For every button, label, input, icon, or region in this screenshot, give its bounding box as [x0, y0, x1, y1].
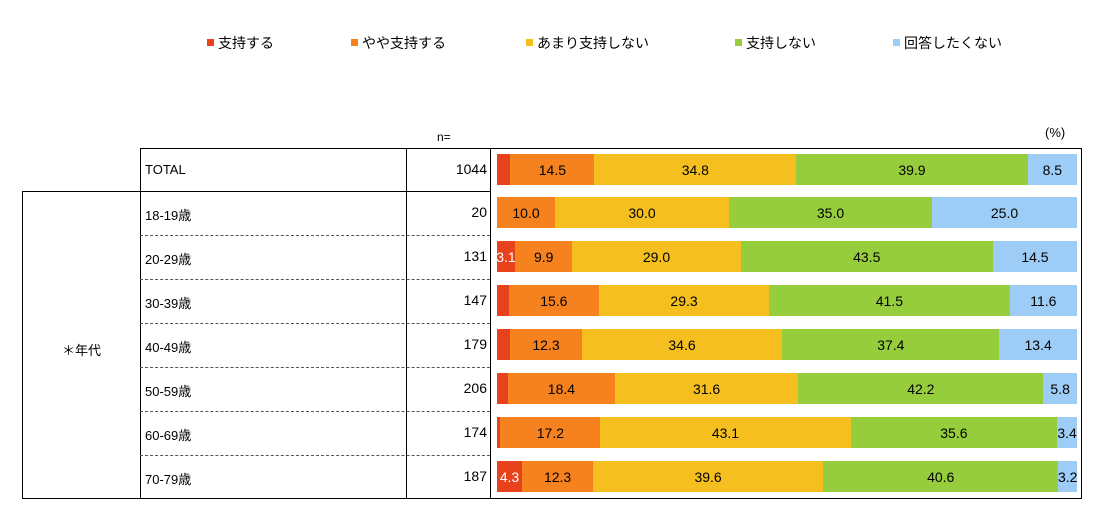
bar-segment: 34.6 — [581, 329, 783, 360]
row-label: 18-19歳 — [145, 208, 192, 223]
bar-segment: 10.0 — [497, 197, 555, 228]
table-border-total-bottom — [22, 191, 490, 192]
table-border-bar-left — [490, 148, 491, 499]
bar-segment: 14.5 — [992, 241, 1077, 272]
n-value: 179 — [463, 336, 487, 352]
legend-swatch — [735, 39, 742, 46]
legend-item: 支持しない — [735, 34, 816, 52]
legend-label: 支持しない — [746, 35, 816, 51]
bar-segment: 29.0 — [572, 241, 741, 272]
bar-segment: 14.5 — [510, 154, 595, 185]
n-header: n= — [437, 130, 451, 144]
bar-segment: 40.6 — [822, 461, 1059, 492]
n-value: 206 — [463, 380, 487, 396]
bar-segment — [497, 373, 509, 404]
bar-segment: 17.2 — [500, 417, 601, 448]
row-label: 30-39歳 — [145, 296, 192, 311]
legend-item: 回答したくない — [893, 34, 1002, 52]
row-divider — [140, 411, 490, 412]
table-border-top — [140, 148, 490, 149]
legend-swatch — [207, 39, 214, 46]
row-label: 50-59歳 — [145, 384, 192, 399]
bar-segment: 4.3 — [497, 461, 522, 492]
bar-segment: 3.2 — [1058, 461, 1077, 492]
bar-segment: 18.4 — [508, 373, 615, 404]
row-divider — [140, 279, 490, 280]
legend-label: 回答したくない — [904, 35, 1002, 51]
bar-segment — [497, 154, 511, 185]
bar-segment: 43.5 — [740, 241, 993, 272]
bar-segment: 12.3 — [510, 329, 582, 360]
bar-segment — [497, 329, 511, 360]
bar-segment: 11.6 — [1009, 285, 1077, 316]
legend-swatch — [526, 39, 533, 46]
bar-segment: 12.3 — [521, 461, 594, 492]
bar-segment: 9.9 — [514, 241, 573, 272]
n-value: 1044 — [455, 161, 487, 177]
legend-label: 支持する — [218, 35, 274, 51]
table-border-left-group — [22, 191, 23, 499]
bar-segment: 39.6 — [593, 461, 823, 492]
plot-border-bottom — [490, 498, 1082, 499]
bar-segment: 35.0 — [729, 197, 932, 228]
table-border-bottom — [22, 498, 490, 499]
bar-segment: 41.5 — [769, 285, 1010, 316]
row-label: 60-69歳 — [145, 428, 192, 443]
bar-segment: 34.8 — [594, 154, 797, 185]
chart-legend: 支持する やや支持する あまり支持しない 支持しない 回答したくない — [0, 34, 1112, 54]
bar-segment: 13.4 — [999, 329, 1077, 360]
row-label: TOTAL — [145, 162, 186, 177]
bar-segment: 5.8 — [1043, 373, 1077, 404]
n-value: 131 — [463, 248, 487, 264]
bar-segment: 30.0 — [555, 197, 729, 228]
bar-segment: 29.3 — [599, 285, 770, 316]
bar-segment: 43.1 — [600, 417, 851, 448]
bar-segment: 3.4 — [1057, 417, 1077, 448]
bar-segment: 8.5 — [1027, 154, 1077, 185]
plot-border-right — [1081, 148, 1082, 499]
bar-segment: 37.4 — [782, 329, 1000, 360]
bar-segment: 15.6 — [508, 285, 600, 316]
legend-label: あまり支持しない — [537, 35, 649, 51]
legend-label: やや支持する — [362, 35, 446, 51]
legend-swatch — [351, 39, 358, 46]
bar-segment — [497, 417, 501, 448]
plot-border-top — [490, 148, 1082, 149]
bar-segment: 39.9 — [796, 154, 1028, 185]
legend-item: あまり支持しない — [526, 34, 649, 52]
row-label: 20-29歳 — [145, 252, 192, 267]
row-label: 40-49歳 — [145, 340, 192, 355]
row-divider — [140, 455, 490, 456]
row-divider — [140, 367, 490, 368]
unit-label: (%) — [1045, 125, 1066, 140]
bar-segment — [497, 285, 509, 316]
bar-segment: 25.0 — [932, 197, 1077, 228]
legend-item: やや支持する — [351, 34, 446, 52]
row-divider — [140, 323, 490, 324]
n-value: 187 — [463, 468, 487, 484]
bar-segment: 42.2 — [798, 373, 1044, 404]
n-value: 174 — [463, 424, 487, 440]
n-value: 20 — [471, 204, 487, 220]
bar-segment: 35.6 — [850, 417, 1058, 448]
row-label: 70-79歳 — [145, 472, 192, 487]
legend-item: 支持する — [207, 34, 274, 52]
legend-swatch — [893, 39, 900, 46]
n-value: 147 — [463, 292, 487, 308]
bar-segment: 3.1 — [496, 241, 516, 272]
row-divider — [140, 235, 490, 236]
bar-segment: 31.6 — [614, 373, 799, 404]
group-label: ＊年代 — [62, 343, 102, 358]
